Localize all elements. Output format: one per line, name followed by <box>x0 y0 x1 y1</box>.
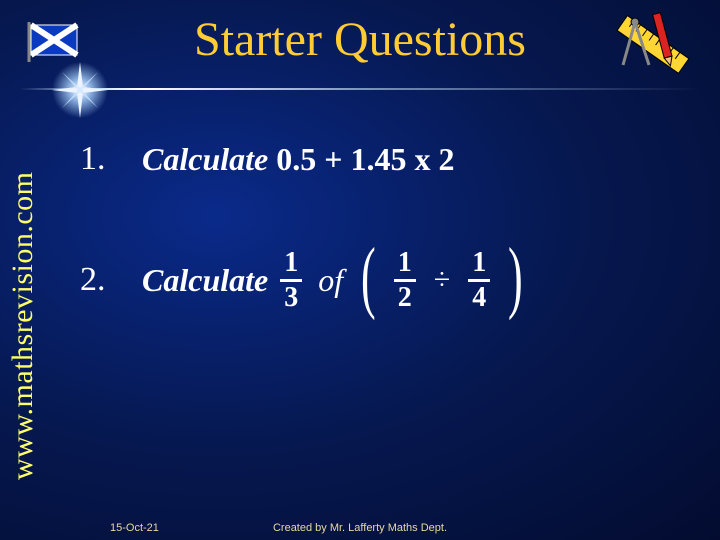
footer-credit: Created by Mr. Lafferty Maths Dept. <box>0 522 720 534</box>
fraction: 1 2 <box>394 249 416 312</box>
fraction-denominator: 2 <box>394 279 416 312</box>
slide: Starter Questions <box>0 0 720 540</box>
content: 1. Calculate 0.5 + 1.45 x 2 2. Calculate… <box>80 140 680 382</box>
question-number: 1. <box>80 140 116 178</box>
question-expression: 0.5 + 1.45 x 2 <box>276 141 454 178</box>
question-number: 2. <box>80 261 116 299</box>
connector-word: of <box>318 262 343 299</box>
question-text: Calculate 1 3 of ( 1 2 ÷ 1 4 ) <box>142 248 529 312</box>
header: Starter Questions <box>0 0 720 90</box>
paren-close-icon: ) <box>508 245 523 309</box>
divider <box>20 88 700 90</box>
fraction-numerator: 1 <box>394 249 416 279</box>
fraction-denominator: 3 <box>280 279 302 312</box>
operator: ÷ <box>434 263 450 297</box>
fraction: 1 3 <box>280 249 302 312</box>
question-row: 1. Calculate 0.5 + 1.45 x 2 <box>80 140 680 178</box>
question-label: Calculate <box>142 141 268 178</box>
question-text: Calculate 0.5 + 1.45 x 2 <box>142 141 454 178</box>
fraction-numerator: 1 <box>280 249 302 279</box>
sidebar-url: www.mathsrevision.com <box>6 171 40 480</box>
fraction-denominator: 4 <box>468 279 490 312</box>
question-row: 2. Calculate 1 3 of ( 1 2 ÷ 1 4 ) <box>80 248 680 312</box>
question-label: Calculate <box>142 262 268 299</box>
fraction-numerator: 1 <box>468 249 490 279</box>
fraction: 1 4 <box>468 249 490 312</box>
ruler-compass-icon <box>605 10 700 80</box>
paren-open-icon: ( <box>361 245 376 309</box>
